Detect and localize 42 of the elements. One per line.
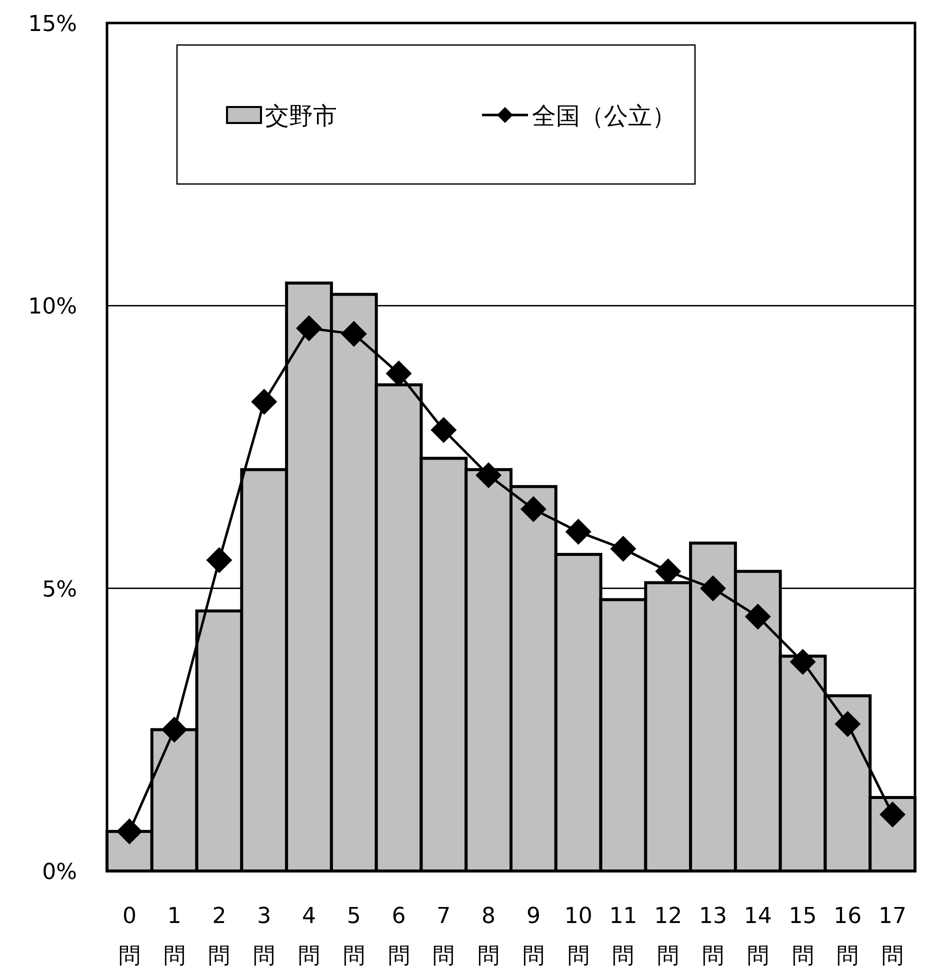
x-tick-label: 16 問 <box>834 904 862 969</box>
x-tick-label: 11 問 <box>609 904 638 969</box>
x-tick-label: 13 問 <box>699 904 727 969</box>
x-tick-label: 8 問 <box>478 904 500 969</box>
y-tick-label: 5% <box>42 577 77 602</box>
point <box>655 558 682 584</box>
x-tick-label: 5 問 <box>342 904 365 969</box>
point <box>161 716 188 743</box>
legend-label: 交野市 <box>265 102 337 130</box>
point <box>251 388 278 415</box>
x-tick-label: 7 問 <box>432 904 455 969</box>
x-tick-label: 1 問 <box>163 904 186 969</box>
legend-label: 全国（公立） <box>532 102 676 130</box>
point <box>700 575 726 602</box>
point <box>476 462 502 488</box>
y-tick-label: 15% <box>28 12 77 37</box>
point <box>430 417 457 444</box>
point <box>744 604 771 630</box>
point <box>340 320 367 347</box>
x-tick-label: 4 問 <box>298 904 320 969</box>
x-tick-label: 14 問 <box>744 904 772 969</box>
point <box>520 496 546 522</box>
point <box>296 315 322 342</box>
point <box>386 360 412 387</box>
x-tick-label: 12 問 <box>654 904 682 969</box>
point <box>206 547 232 574</box>
x-tick-label: 10 問 <box>564 904 592 969</box>
x-tick-label: 9 問 <box>522 904 544 969</box>
x-tick-label: 0 問 <box>118 904 140 969</box>
point <box>565 518 592 545</box>
x-tick-label: 17 問 <box>878 904 907 969</box>
x-tick-label: 2 問 <box>208 904 230 969</box>
y-tick-label: 0% <box>42 860 77 885</box>
point <box>116 818 142 844</box>
x-tick-label: 6 問 <box>388 904 410 969</box>
point <box>790 648 816 675</box>
point <box>880 801 906 828</box>
x-tick-label: 3 問 <box>253 904 276 969</box>
point <box>834 711 861 738</box>
point <box>610 536 636 562</box>
x-tick-label: 15 問 <box>788 904 817 969</box>
y-tick-label: 10% <box>28 294 77 320</box>
